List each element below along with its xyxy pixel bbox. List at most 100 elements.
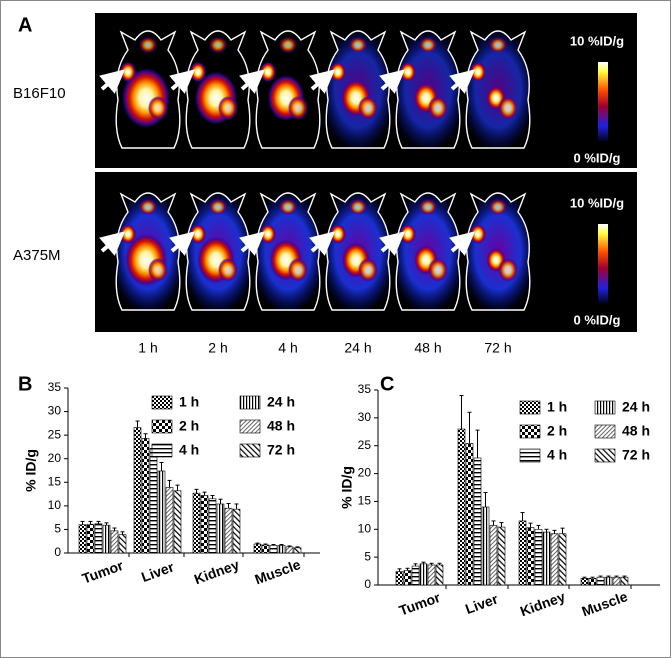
bar	[596, 576, 605, 586]
timepoint-label: 72 h	[484, 340, 511, 356]
color-bar-max: 10 %ID/g	[570, 33, 624, 48]
legend-swatch	[594, 448, 616, 463]
bar	[192, 492, 201, 554]
bar	[588, 578, 597, 586]
pet-image	[99, 30, 181, 149]
legend-swatch	[519, 400, 541, 415]
bar	[277, 545, 286, 554]
legend-label: 24 h	[267, 394, 295, 410]
bar	[558, 533, 567, 586]
arrow	[449, 69, 476, 94]
legend-label: 4 h	[547, 447, 567, 463]
bar	[149, 448, 158, 554]
bar	[411, 565, 420, 586]
signal	[396, 31, 460, 148]
head-signal	[209, 37, 227, 53]
tumor-signal	[120, 62, 136, 82]
tumor-signal	[470, 224, 486, 244]
mouse-outline	[325, 192, 391, 311]
legend-swatch	[151, 443, 173, 458]
bar	[518, 520, 527, 586]
bar	[110, 530, 119, 554]
legend-label: 72 h	[267, 442, 295, 458]
signal	[186, 193, 250, 310]
arrow	[239, 231, 266, 256]
tumor-signal	[330, 224, 346, 244]
arrow	[99, 231, 126, 256]
y-tick-label: 0	[364, 577, 371, 591]
head-signal	[489, 199, 507, 215]
arrow	[309, 69, 336, 94]
signal	[466, 193, 530, 310]
bar	[526, 527, 535, 586]
bar	[118, 534, 127, 554]
bar	[157, 470, 166, 554]
kidney-signal	[218, 96, 238, 120]
bar	[165, 487, 174, 554]
color-bar	[598, 62, 608, 142]
kidney-signal	[358, 258, 378, 282]
mouse-outline	[115, 30, 181, 149]
timepoint-label: 48 h	[414, 340, 441, 356]
timepoint-label: 4 h	[278, 340, 297, 356]
arrow	[379, 231, 406, 256]
mouse-outline	[325, 30, 391, 149]
bar	[102, 524, 111, 554]
bar	[78, 524, 87, 554]
legend-label: 1 h	[179, 394, 199, 410]
bar	[269, 545, 278, 554]
kidney-signal	[148, 258, 168, 282]
kidney-signal	[288, 258, 308, 282]
tumor-signal	[120, 224, 136, 244]
mouse-outline	[185, 192, 251, 311]
bar	[94, 523, 103, 554]
bar	[542, 531, 551, 586]
bar	[216, 503, 225, 554]
kidney-signal	[218, 258, 238, 282]
bar	[612, 576, 621, 586]
bar	[550, 533, 559, 586]
mouse-outline	[255, 192, 321, 311]
bar	[435, 564, 444, 586]
y-tick-label: 30	[48, 404, 62, 418]
kidney-signal	[288, 96, 308, 120]
kidney-signal	[428, 258, 448, 282]
legend-label: 4 h	[179, 442, 199, 458]
bar	[200, 495, 209, 554]
panel-label: C	[380, 373, 394, 395]
y-tick-label: 5	[54, 522, 61, 536]
pet-image	[239, 30, 321, 149]
signal	[120, 37, 170, 128]
y-tick-label: 30	[358, 410, 372, 424]
head-signal	[139, 37, 157, 53]
head-signal	[419, 199, 437, 215]
mouse-outline	[395, 192, 461, 311]
y-tick-label: 35	[48, 380, 62, 394]
y-tick-label: 10	[358, 521, 372, 535]
bar	[261, 544, 270, 554]
bar	[604, 576, 613, 586]
color-bar	[598, 224, 608, 304]
bar	[465, 443, 474, 586]
legend-swatch	[239, 395, 261, 410]
mouse-outline	[115, 192, 181, 311]
arrow	[99, 69, 126, 94]
legend-label: 48 h	[267, 418, 295, 434]
legend-label: 2 h	[547, 423, 567, 439]
bar	[208, 498, 217, 554]
bar	[173, 490, 182, 554]
y-tick-label: 20	[358, 466, 372, 480]
pet-image	[449, 30, 531, 149]
bar	[232, 508, 241, 554]
color-bar-max: 10 %ID/g	[570, 195, 624, 210]
y-tick-label: 10	[48, 498, 62, 512]
bar	[457, 428, 466, 586]
pet-image	[379, 192, 461, 311]
kidney-signal	[498, 96, 518, 120]
bar	[293, 547, 302, 554]
head-signal	[139, 199, 157, 215]
head-signal	[349, 37, 367, 53]
legend-label: 72 h	[622, 447, 650, 463]
head-signal	[349, 199, 367, 215]
legend-label: 48 h	[622, 423, 650, 439]
